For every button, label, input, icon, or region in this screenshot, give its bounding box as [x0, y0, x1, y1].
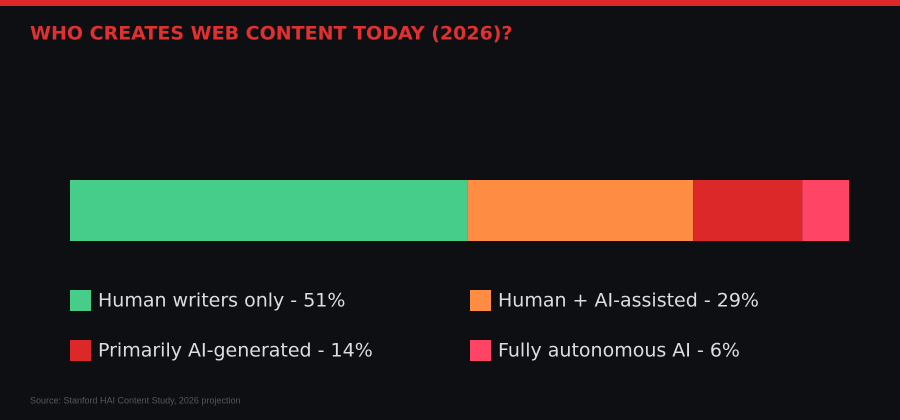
legend-swatch [470, 290, 491, 311]
source-note: Source: Stanford HAI Content Study, 2026… [30, 395, 240, 405]
legend-label: Fully autonomous AI - 6% [498, 340, 740, 362]
legend-swatch [70, 290, 91, 311]
bar-segment [70, 180, 468, 241]
bar-segment [693, 180, 803, 241]
top-stripe [0, 0, 900, 6]
legend-label: Human + AI-assisted - 29% [498, 290, 759, 312]
bar-segment [802, 180, 849, 241]
legend-label: Primarily AI-generated - 14% [98, 340, 373, 362]
bar-segment [467, 180, 694, 241]
legend-swatch [470, 340, 491, 361]
legend-label: Human writers only - 51% [98, 290, 345, 312]
chart-title: WHO CREATES WEB CONTENT TODAY (2026)? [30, 23, 513, 45]
legend-swatch [70, 340, 91, 361]
